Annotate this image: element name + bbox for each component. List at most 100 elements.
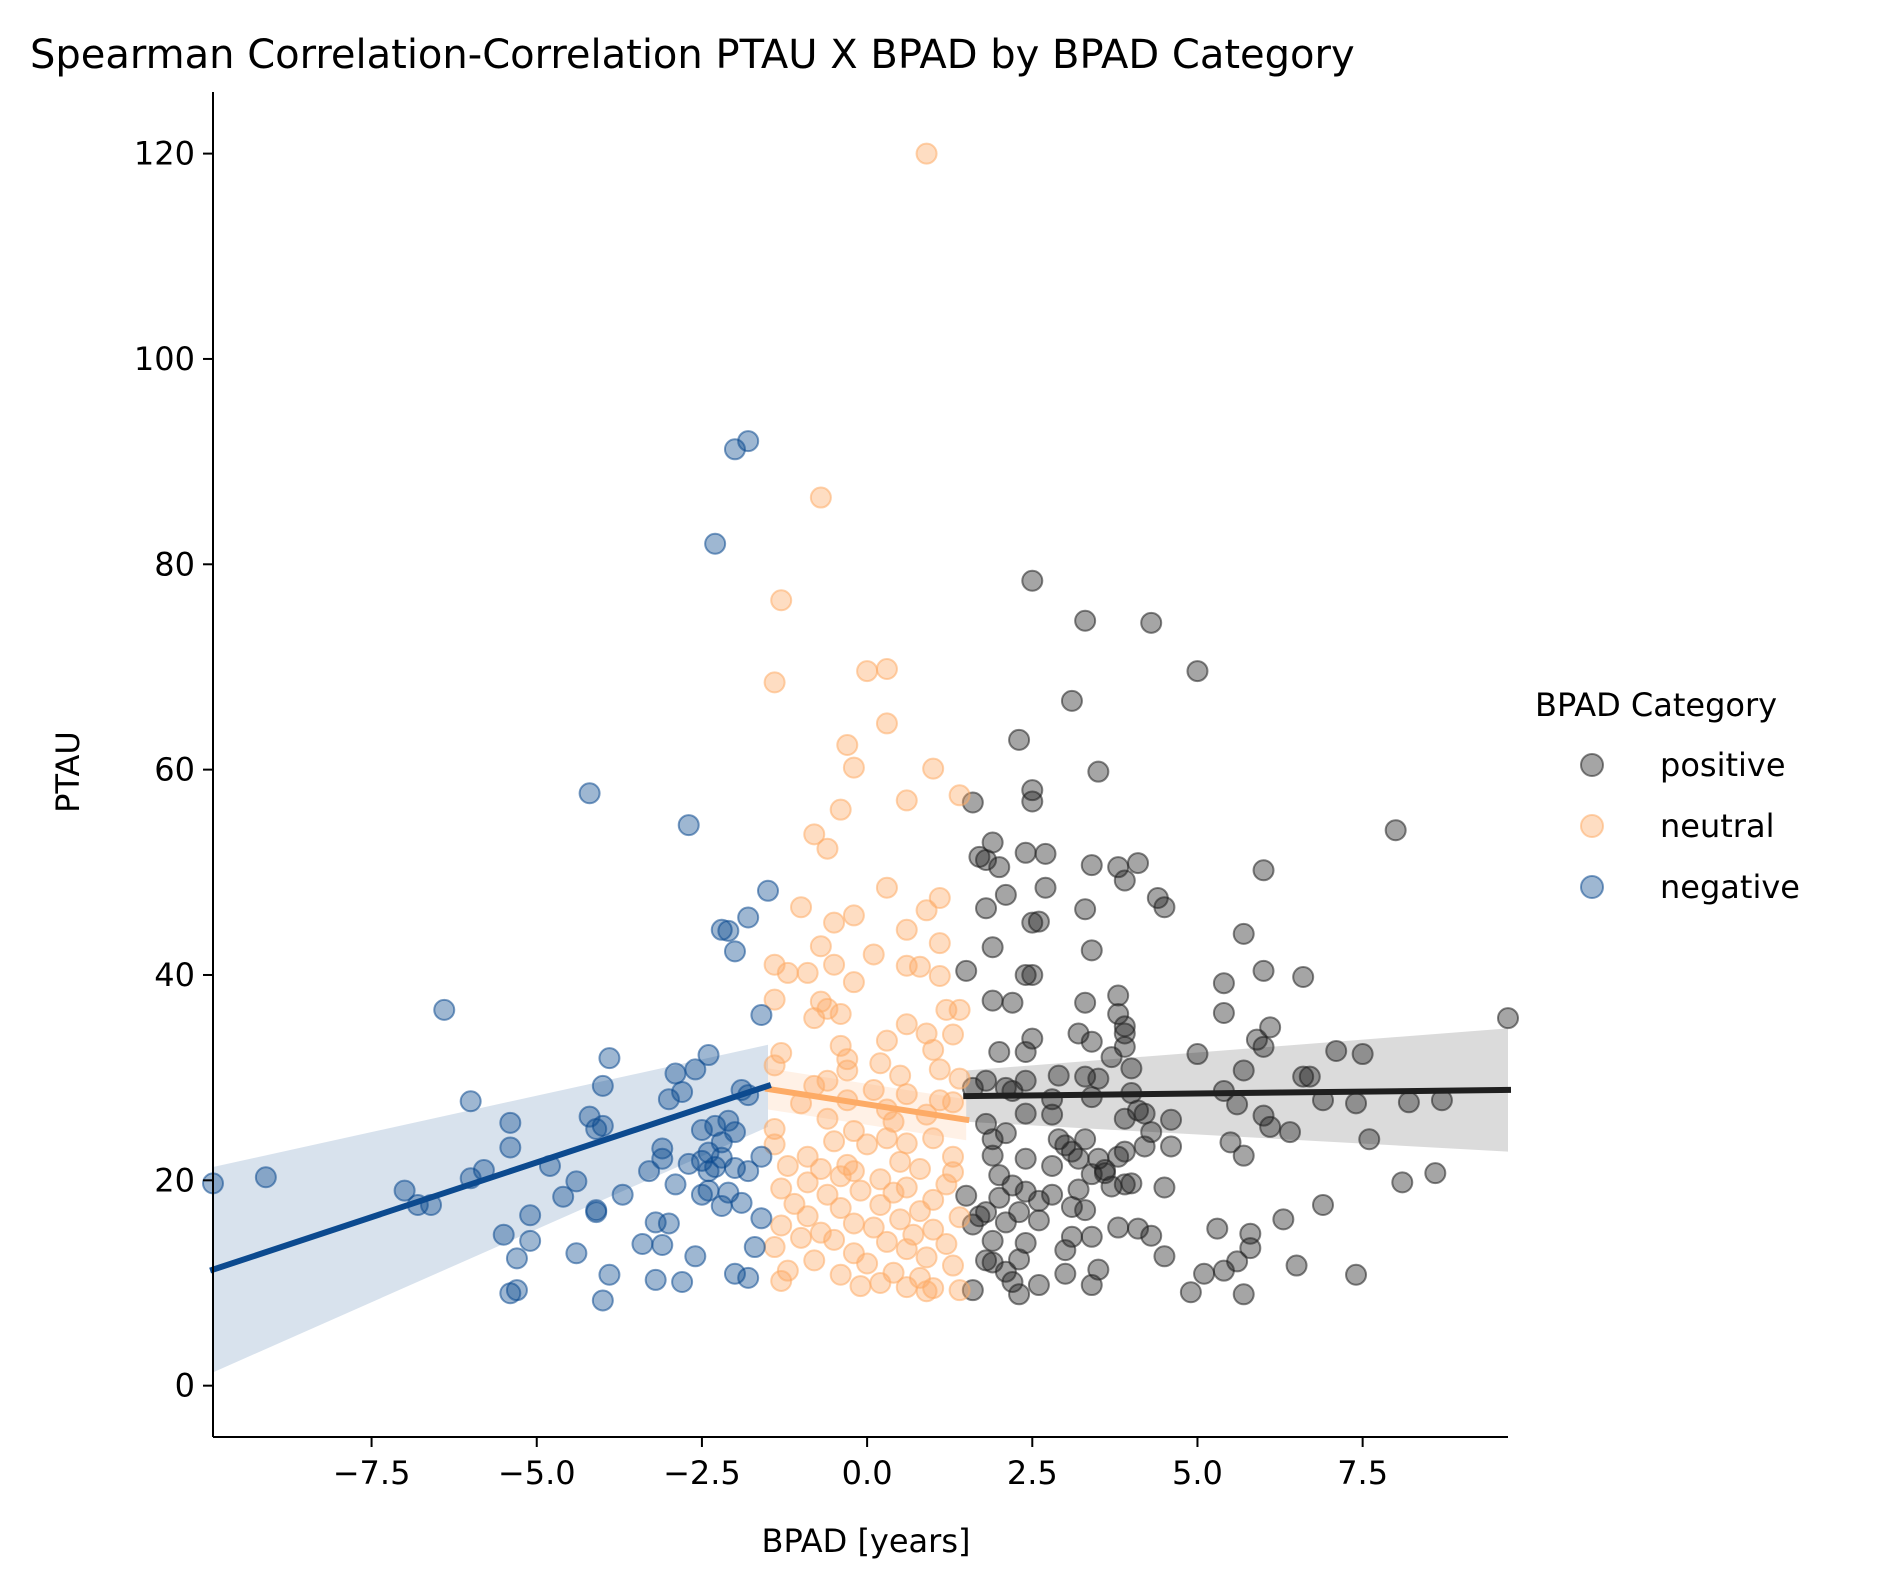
data-point-neutral bbox=[770, 1177, 793, 1200]
data-point-neutral bbox=[763, 671, 786, 694]
data-point-negative bbox=[723, 438, 746, 461]
data-point-positive bbox=[1140, 1224, 1163, 1247]
data-point-positive bbox=[1259, 1115, 1282, 1138]
data-point-neutral bbox=[942, 1023, 964, 1046]
data-point-positive bbox=[1186, 1043, 1209, 1066]
data-point-positive bbox=[1093, 1162, 1116, 1185]
data-point-positive bbox=[1232, 1283, 1255, 1306]
data-point-neutral bbox=[803, 1007, 826, 1030]
data-point-neutral bbox=[770, 1042, 793, 1065]
data-point-positive bbox=[988, 1164, 1011, 1187]
data-point-neutral bbox=[895, 1238, 918, 1261]
data-point-positive bbox=[981, 936, 1004, 959]
data-point-negative bbox=[519, 1229, 542, 1252]
data-point-negative bbox=[651, 1147, 674, 1170]
data-point-neutral bbox=[809, 1158, 832, 1181]
data-point-positive bbox=[1120, 1172, 1143, 1195]
x-tick-label: 7.5 bbox=[1337, 1454, 1388, 1492]
data-point-neutral bbox=[935, 1173, 958, 1196]
data-point-neutral bbox=[869, 1271, 892, 1294]
data-point-positive bbox=[975, 1069, 998, 1092]
data-point-negative bbox=[730, 1191, 753, 1214]
data-point-neutral bbox=[796, 961, 819, 984]
data-point-positive bbox=[988, 1186, 1011, 1209]
x-axis-label: BPAD [years] bbox=[762, 1522, 971, 1560]
data-point-neutral bbox=[908, 1158, 931, 1181]
data-point-neutral bbox=[922, 1218, 945, 1241]
data-point-negative bbox=[697, 1179, 720, 1202]
data-point-positive bbox=[1212, 972, 1235, 995]
regression-line-negative bbox=[209, 1082, 772, 1274]
data-point-positive bbox=[1252, 1104, 1275, 1127]
data-point-positive bbox=[1100, 1046, 1123, 1069]
data-point-neutral bbox=[948, 1206, 971, 1229]
data-point-positive bbox=[1160, 1135, 1183, 1158]
data-point-positive bbox=[1021, 911, 1044, 934]
data-point-neutral bbox=[823, 1130, 846, 1153]
data-point-neutral bbox=[915, 1246, 938, 1269]
data-point-neutral bbox=[803, 823, 826, 846]
data-point-neutral bbox=[922, 757, 945, 780]
data-point-neutral bbox=[889, 1208, 912, 1231]
data-point-neutral bbox=[809, 935, 832, 958]
data-point-neutral bbox=[856, 1133, 879, 1156]
data-point-neutral bbox=[763, 1054, 786, 1077]
data-point-positive bbox=[1285, 1254, 1308, 1277]
data-point-negative bbox=[499, 1136, 522, 1159]
data-point-positive bbox=[1087, 1067, 1110, 1090]
data-point-negative bbox=[499, 1111, 522, 1134]
data-point-positive bbox=[1133, 1135, 1156, 1158]
data-point-negative bbox=[750, 1145, 773, 1168]
data-point-positive bbox=[1252, 959, 1275, 982]
data-point-positive bbox=[1041, 1103, 1064, 1126]
data-point-positive bbox=[1127, 1217, 1149, 1240]
data-point-negative bbox=[598, 1047, 621, 1070]
data-point-positive bbox=[1107, 984, 1130, 1007]
data-point-neutral bbox=[915, 1280, 938, 1303]
data-point-negative bbox=[505, 1279, 528, 1302]
data-point-neutral bbox=[790, 896, 813, 919]
data-point-neutral bbox=[796, 1171, 819, 1194]
data-point-negative bbox=[757, 879, 779, 902]
data-point-positive bbox=[1113, 869, 1136, 892]
data-point-negative bbox=[552, 1185, 575, 1208]
data-point-positive bbox=[1014, 1040, 1037, 1063]
data-point-positive bbox=[1140, 611, 1163, 634]
regression-line-neutral bbox=[764, 1085, 970, 1124]
data-point-negative bbox=[743, 1236, 766, 1259]
data-point-neutral bbox=[763, 1117, 786, 1140]
data-point-negative bbox=[519, 1204, 542, 1227]
data-point-neutral bbox=[915, 142, 938, 165]
data-point-positive bbox=[1252, 1035, 1275, 1058]
data-point-neutral bbox=[816, 1069, 839, 1092]
data-point-neutral bbox=[783, 1192, 806, 1215]
data-point-negative bbox=[697, 1044, 720, 1067]
data-point-positive bbox=[955, 1184, 978, 1207]
data-point-neutral bbox=[829, 1263, 852, 1286]
data-point-negative bbox=[704, 532, 727, 555]
y-tick-label: 120 bbox=[134, 135, 195, 173]
data-point-positive bbox=[1153, 1245, 1176, 1268]
data-point-negative bbox=[644, 1211, 667, 1234]
data-point-positive bbox=[1120, 1057, 1143, 1080]
data-point-positive bbox=[988, 856, 1011, 879]
data-point-negative bbox=[717, 1109, 740, 1132]
data-point-positive bbox=[1153, 1176, 1176, 1199]
data-point-neutral bbox=[763, 1236, 786, 1259]
data-point-neutral bbox=[763, 1133, 786, 1156]
data-point-positive bbox=[1298, 1065, 1321, 1088]
data-point-neutral bbox=[796, 1145, 819, 1168]
data-point-negative bbox=[710, 1194, 733, 1217]
x-tick-label: 0.0 bbox=[842, 1454, 893, 1492]
data-point-positive bbox=[1206, 1217, 1229, 1240]
data-point-positive bbox=[1067, 1147, 1090, 1170]
data-point-positive bbox=[1034, 876, 1057, 899]
data-point-positive bbox=[1497, 1007, 1519, 1030]
regression-lines bbox=[209, 1082, 1512, 1274]
data-point-negative bbox=[591, 1289, 614, 1312]
data-point-positive bbox=[1074, 1199, 1097, 1222]
data-point-neutral bbox=[875, 712, 898, 735]
data-point-positive bbox=[1027, 1274, 1050, 1297]
data-point-neutral bbox=[948, 1279, 971, 1302]
data-point-positive bbox=[1351, 1043, 1374, 1066]
